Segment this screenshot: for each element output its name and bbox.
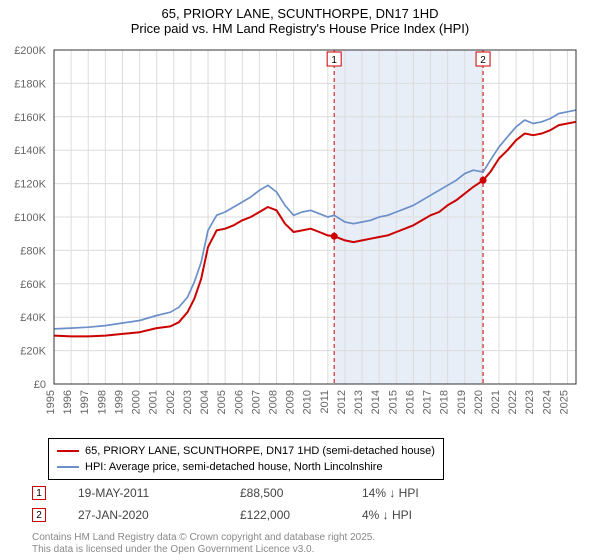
sale-annotation-row: 2 27-JAN-2020 £122,000 4% ↓ HPI xyxy=(32,506,472,524)
svg-text:2001: 2001 xyxy=(148,390,160,414)
svg-text:2023: 2023 xyxy=(524,390,536,414)
svg-text:£80K: £80K xyxy=(20,245,46,257)
legend-label: 65, PRIORY LANE, SCUNTHORPE, DN17 1HD (s… xyxy=(85,443,435,459)
svg-text:2020: 2020 xyxy=(473,390,485,414)
footer-line-1: Contains HM Land Registry data © Crown c… xyxy=(32,532,375,544)
svg-text:2003: 2003 xyxy=(182,390,194,414)
legend-swatch xyxy=(57,450,79,452)
svg-text:£60K: £60K xyxy=(20,279,46,291)
svg-text:2017: 2017 xyxy=(422,390,434,414)
sale-date: 19-MAY-2011 xyxy=(78,486,208,500)
svg-text:2013: 2013 xyxy=(353,390,365,414)
sale-price: £88,500 xyxy=(240,486,330,500)
sale-hpi-delta: 4% ↓ HPI xyxy=(362,508,472,522)
svg-text:2012: 2012 xyxy=(336,390,348,414)
svg-text:£180K: £180K xyxy=(14,78,46,90)
svg-text:2018: 2018 xyxy=(439,390,451,414)
svg-text:1997: 1997 xyxy=(79,390,91,414)
title-line-2: Price paid vs. HM Land Registry's House … xyxy=(0,21,600,36)
svg-text:2015: 2015 xyxy=(387,390,399,414)
svg-text:2016: 2016 xyxy=(404,390,416,414)
footer-line-2: This data is licensed under the Open Gov… xyxy=(32,544,375,556)
svg-text:£40K: £40K xyxy=(20,312,46,324)
svg-text:2019: 2019 xyxy=(456,390,468,414)
svg-text:2002: 2002 xyxy=(165,390,177,414)
legend-item: 65, PRIORY LANE, SCUNTHORPE, DN17 1HD (s… xyxy=(57,443,435,459)
sale-annotation-row: 1 19-MAY-2011 £88,500 14% ↓ HPI xyxy=(32,484,472,502)
svg-text:2: 2 xyxy=(480,55,486,66)
legend: 65, PRIORY LANE, SCUNTHORPE, DN17 1HD (s… xyxy=(48,438,444,480)
sale-marker-icon: 2 xyxy=(32,508,46,522)
svg-text:£200K: £200K xyxy=(14,45,46,57)
svg-text:2004: 2004 xyxy=(199,390,211,414)
svg-text:£20K: £20K xyxy=(20,346,46,358)
svg-text:2011: 2011 xyxy=(319,390,331,414)
svg-text:£140K: £140K xyxy=(14,145,46,157)
svg-text:1999: 1999 xyxy=(113,390,125,414)
svg-text:2008: 2008 xyxy=(267,390,279,414)
svg-text:1996: 1996 xyxy=(62,390,74,414)
svg-text:2009: 2009 xyxy=(285,390,297,414)
svg-text:£100K: £100K xyxy=(14,212,46,224)
svg-text:£120K: £120K xyxy=(14,179,46,191)
sales-annotations: 1 19-MAY-2011 £88,500 14% ↓ HPI 2 27-JAN-2020… xyxy=(32,484,472,528)
svg-text:£160K: £160K xyxy=(14,112,46,124)
sale-marker-icon: 1 xyxy=(32,486,46,500)
svg-text:2025: 2025 xyxy=(558,390,570,414)
svg-text:1995: 1995 xyxy=(45,390,57,414)
sale-hpi-delta: 14% ↓ HPI xyxy=(362,486,472,500)
svg-text:2007: 2007 xyxy=(250,390,262,414)
attribution-footer: Contains HM Land Registry data © Crown c… xyxy=(32,532,375,556)
svg-text:2024: 2024 xyxy=(541,390,553,414)
sale-date: 27-JAN-2020 xyxy=(78,508,208,522)
svg-text:2014: 2014 xyxy=(370,390,382,414)
svg-text:2022: 2022 xyxy=(507,390,519,414)
legend-label: HPI: Average price, semi-detached house,… xyxy=(85,459,383,475)
svg-text:1: 1 xyxy=(331,55,337,66)
title-line-1: 65, PRIORY LANE, SCUNTHORPE, DN17 1HD xyxy=(0,6,600,21)
svg-text:2006: 2006 xyxy=(233,390,245,414)
legend-swatch xyxy=(57,466,79,468)
svg-text:2021: 2021 xyxy=(490,390,502,414)
sale-price: £122,000 xyxy=(240,508,330,522)
price-chart: £0£20K£40K£60K£80K£100K£120K£140K£160K£1… xyxy=(48,46,580,402)
chart-titles: 65, PRIORY LANE, SCUNTHORPE, DN17 1HD Pr… xyxy=(0,0,600,36)
svg-text:2005: 2005 xyxy=(216,390,228,414)
svg-text:2010: 2010 xyxy=(302,390,314,414)
legend-item: HPI: Average price, semi-detached house,… xyxy=(57,459,435,475)
svg-text:2000: 2000 xyxy=(131,390,143,414)
svg-text:1998: 1998 xyxy=(96,390,108,414)
svg-text:£0: £0 xyxy=(34,379,46,391)
